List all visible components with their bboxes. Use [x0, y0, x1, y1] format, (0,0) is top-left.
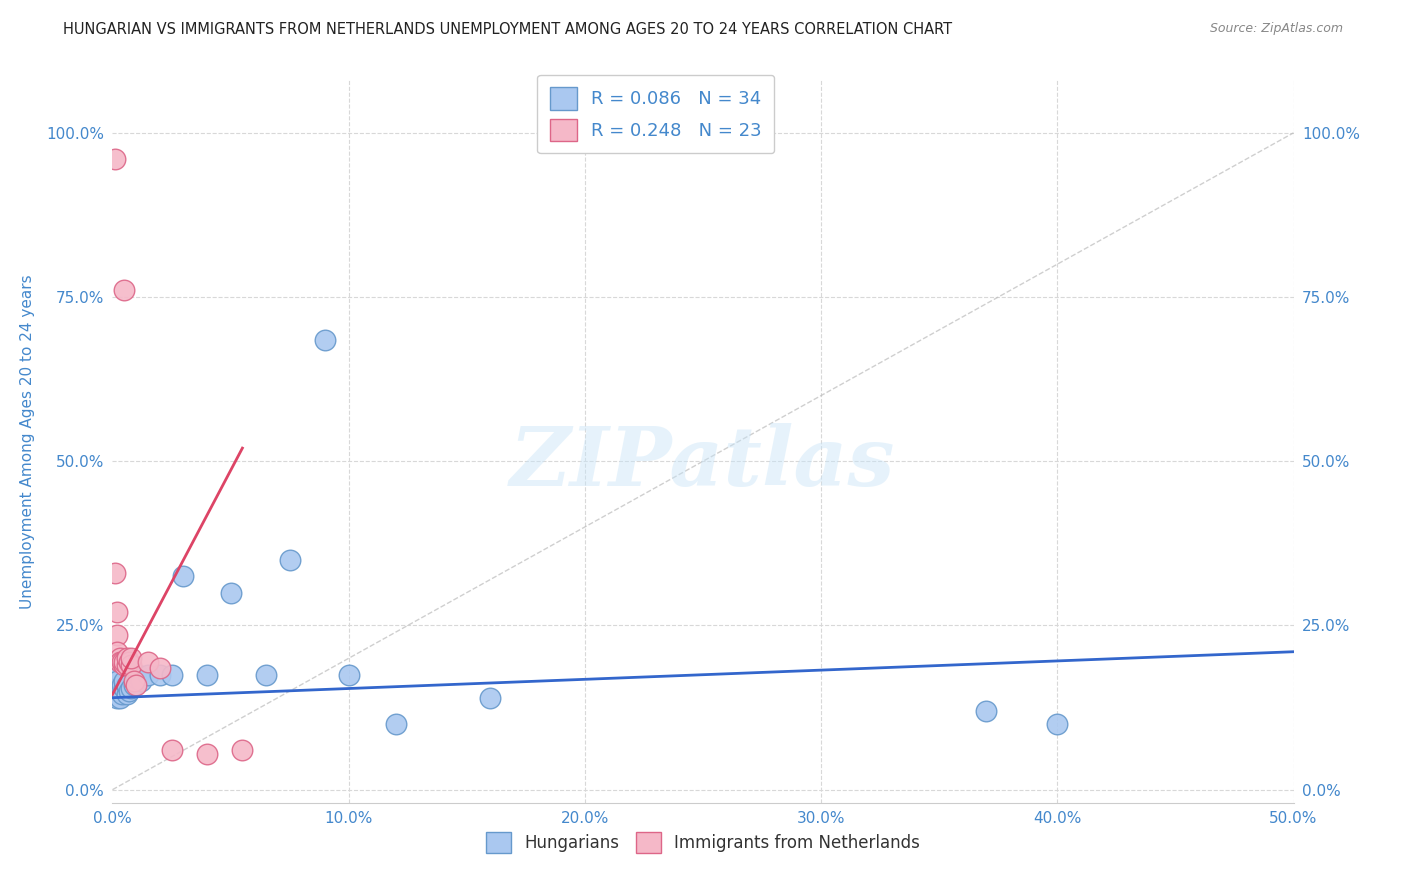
Text: ZIPatlas: ZIPatlas	[510, 423, 896, 503]
Point	[105, 681, 128, 695]
Point	[479, 690, 502, 705]
Point	[112, 284, 135, 298]
Point	[160, 743, 183, 757]
Point	[115, 677, 138, 691]
Point	[115, 657, 138, 672]
Point	[112, 657, 135, 672]
Point	[112, 655, 135, 669]
Point	[195, 667, 218, 681]
Point	[104, 566, 127, 580]
Point	[122, 674, 145, 689]
Point	[127, 667, 149, 681]
Point	[136, 667, 159, 681]
Point	[111, 687, 134, 701]
Point	[195, 747, 218, 761]
Point	[385, 717, 408, 731]
Point	[112, 674, 135, 689]
Point	[129, 674, 152, 689]
Point	[219, 585, 242, 599]
Point	[112, 681, 135, 695]
Point	[105, 645, 128, 659]
Point	[108, 651, 131, 665]
Point	[105, 690, 128, 705]
Point	[337, 667, 360, 681]
Point	[105, 605, 128, 619]
Point	[108, 690, 131, 705]
Point	[120, 651, 142, 665]
Text: HUNGARIAN VS IMMIGRANTS FROM NETHERLANDS UNEMPLOYMENT AMONG AGES 20 TO 24 YEARS : HUNGARIAN VS IMMIGRANTS FROM NETHERLANDS…	[63, 22, 952, 37]
Point	[105, 674, 128, 689]
Point	[120, 657, 142, 672]
Point	[254, 667, 277, 681]
Point	[104, 671, 127, 685]
Y-axis label: Unemployment Among Ages 20 to 24 years: Unemployment Among Ages 20 to 24 years	[20, 274, 35, 609]
Point	[115, 651, 138, 665]
Point	[149, 667, 172, 681]
Point	[115, 687, 138, 701]
Point	[976, 704, 998, 718]
Point	[108, 684, 131, 698]
Point	[172, 569, 194, 583]
Point	[231, 743, 253, 757]
Point	[111, 655, 134, 669]
Point	[118, 655, 141, 669]
Point	[160, 667, 183, 681]
Point	[136, 655, 159, 669]
Point	[278, 553, 301, 567]
Legend: Hungarians, Immigrants from Netherlands: Hungarians, Immigrants from Netherlands	[479, 826, 927, 860]
Point	[1046, 717, 1069, 731]
Point	[105, 628, 128, 642]
Point	[125, 671, 148, 685]
Point	[120, 681, 142, 695]
Point	[104, 687, 127, 701]
Point	[118, 684, 141, 698]
Point	[111, 677, 134, 691]
Point	[125, 677, 148, 691]
Point	[104, 152, 127, 166]
Point	[149, 661, 172, 675]
Point	[104, 681, 127, 695]
Point	[108, 655, 131, 669]
Point	[314, 333, 336, 347]
Point	[122, 677, 145, 691]
Text: Source: ZipAtlas.com: Source: ZipAtlas.com	[1209, 22, 1343, 36]
